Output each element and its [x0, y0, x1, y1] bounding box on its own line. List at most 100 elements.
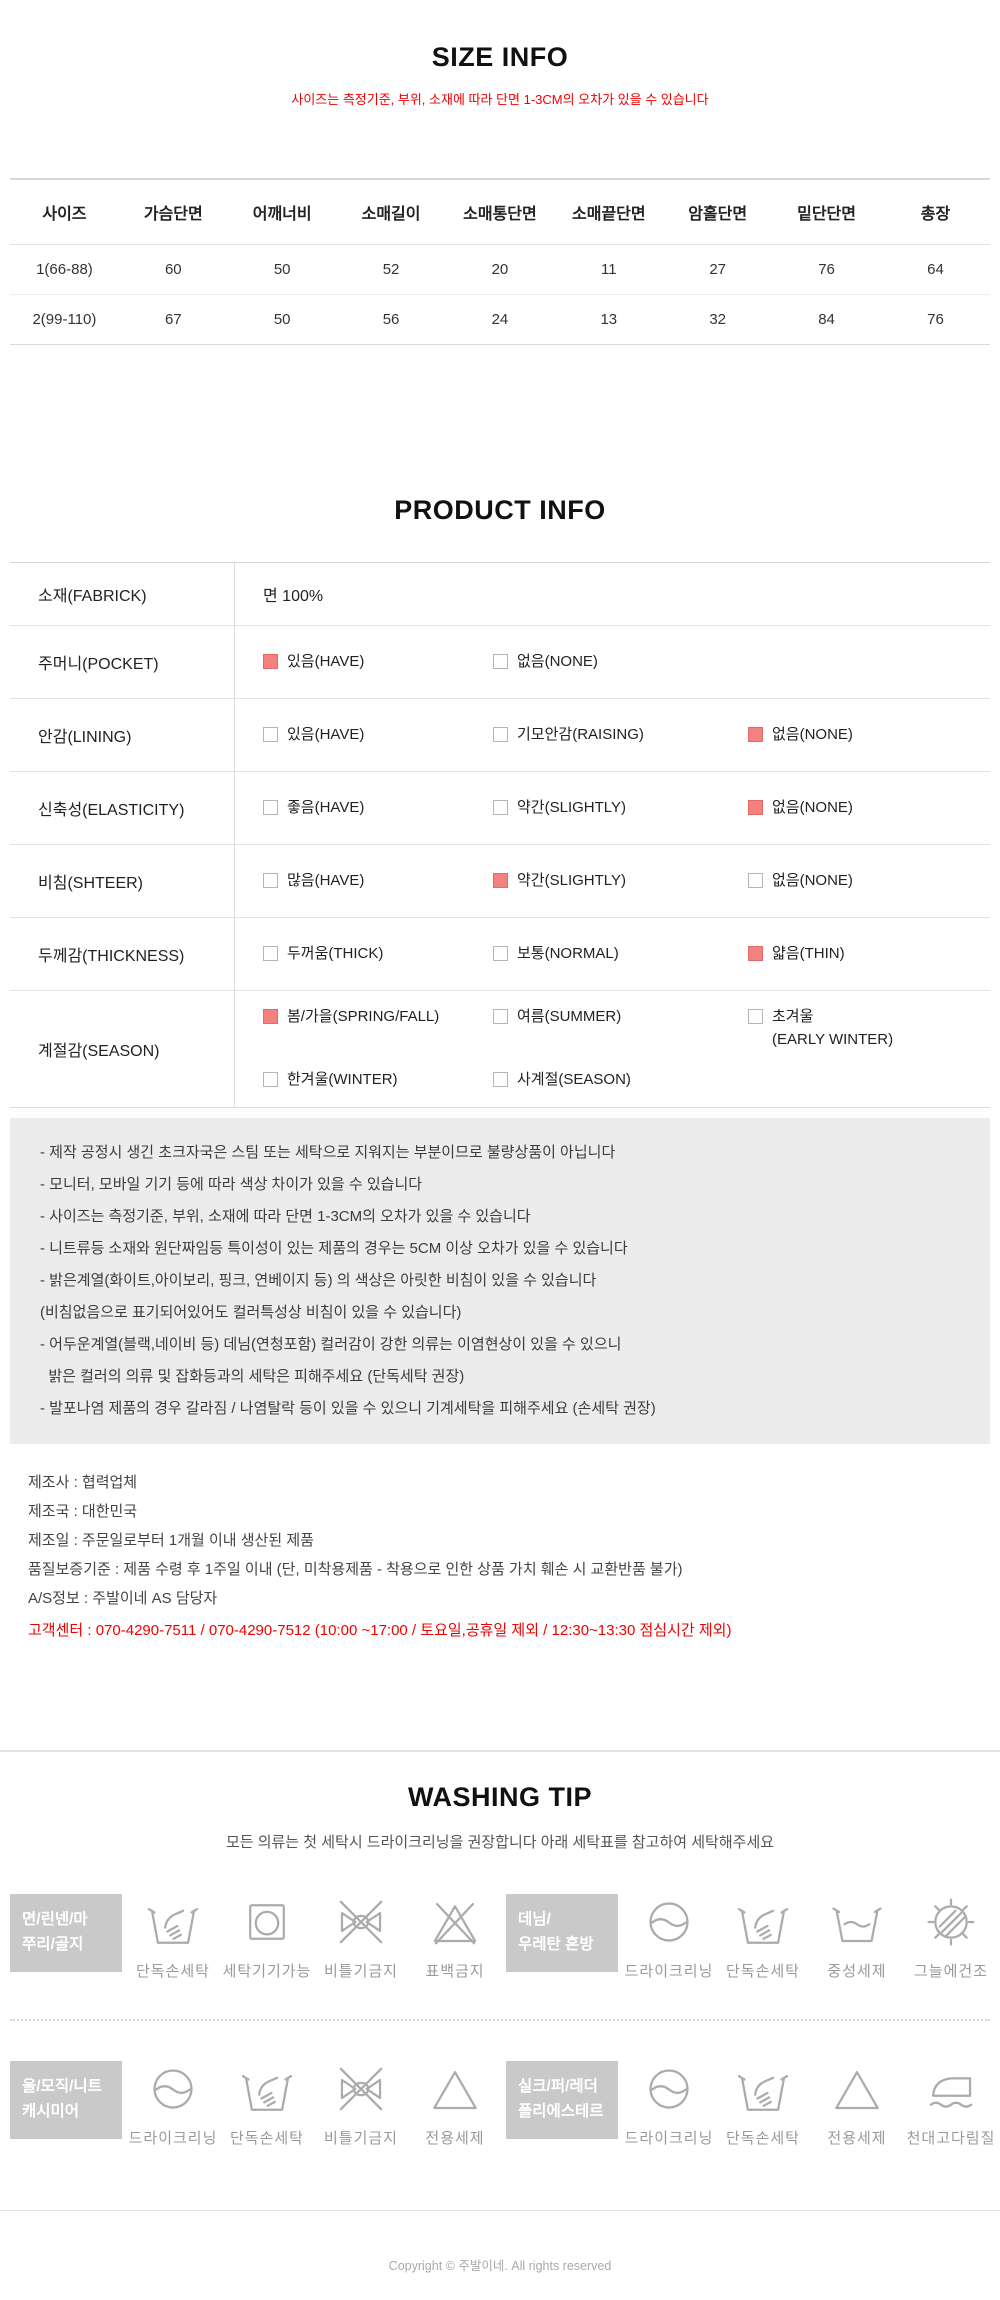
option-item: 얇음(THIN) — [748, 943, 845, 966]
checkbox-unchecked-icon — [493, 1009, 508, 1024]
washing-instruction: 단독손세탁 — [716, 2061, 810, 2148]
manufacturer-line: 제조국 : 대한민국 — [28, 1502, 138, 1520]
option-label: 여름(SUMMER) — [517, 1008, 622, 1025]
option-label: 초겨울 (EARLY WINTER) — [772, 1008, 894, 1048]
size-value-cell: 13 — [600, 311, 618, 328]
special-detergent-icon — [427, 2061, 483, 2122]
size-column-header: 소매길이 — [336, 179, 446, 245]
option-item: 여름(SUMMER) — [493, 1006, 748, 1029]
option-group: 많음(HAVE) 약간(SLIGHTLY) 없음(NONE) — [263, 855, 853, 908]
size-value-cell: 60 — [118, 244, 228, 295]
washing-instruction: 비틀기금지 — [314, 1894, 408, 1981]
option-group: 있음(HAVE) 기모안감(RAISING) 없음(NONE) — [263, 709, 853, 762]
washing-caption: 천대고다림질 — [906, 2129, 996, 2147]
notice-line: - 제작 공정시 생긴 초크자국은 스팀 또는 세탁으로 지워지는 부분이므로 … — [40, 1143, 616, 1161]
size-column-header: 소매끝단면 — [554, 179, 664, 245]
size-info-title: SIZE INFO — [431, 42, 569, 72]
product-info-row: 비침(SHTEER) 많음(HAVE) 약간(SLIGHTLY) 없음(NONE) — [10, 845, 990, 918]
product-attr-label: 소재(FABRICK) — [10, 563, 235, 625]
size-value-cell: 24 — [491, 311, 509, 328]
washing-instruction: 비틀기금지 — [314, 2061, 408, 2148]
checkbox-unchecked-icon — [493, 726, 508, 742]
checkbox-checked-icon — [263, 1009, 278, 1024]
neutral-detergent-icon — [829, 1894, 885, 1955]
washing-caption: 드라이크리닝 — [128, 2129, 218, 2147]
customer-center-line: 고객센터 : 070-4290-7511 / 070-4290-7512 (10… — [28, 1621, 732, 1639]
washing-instruction: 드라이크리닝 — [126, 2061, 220, 2148]
washing-instruction: 중성세제 — [810, 1894, 904, 1981]
size-info-section: SIZE INFO 사이즈는 측정기준, 부위, 소재에 따라 단면 1-3CM… — [0, 0, 1000, 345]
checkbox-unchecked-icon — [263, 799, 278, 815]
notice-line: (비침없음으로 표기되어있어도 컬러특성상 비침이 있을 수 있습니다) — [40, 1303, 462, 1321]
option-group: 좋음(HAVE) 약간(SLIGHTLY) 없음(NONE) — [263, 782, 853, 835]
option-label: 두꺼움(THICK) — [287, 944, 384, 962]
hand-wash-icon — [735, 1894, 791, 1955]
washing-tip-title: WASHING TIP — [407, 1781, 592, 1812]
size-column-header: 가슴단면 — [118, 179, 228, 245]
washing-caption: 세탁기기가능 — [222, 1962, 312, 1980]
option-label: 좋음(HAVE) — [287, 798, 365, 816]
option-group: 봄/가을(SPRING/FALL) 여름(SUMMER) 초겨울 (EARLY WI… — [263, 991, 893, 1107]
washing-row: 울/모직/니트 캐시미어 드라이크리닝 단독손세탁 비틀기금지 전용세제 실크/퍼/레더 … — [10, 2018, 994, 2148]
washing-group: 데님/ 우레탄 혼방 드라이크리닝 단독손세탁 중성세제 그늘에건조 — [506, 1893, 1000, 1981]
size-value-cell: 67 — [164, 311, 182, 328]
size-table: 사이즈 가슴단면 어깨너비 소매길이 소매통단면 소매끝단면 암홀단면 밑단단면 총장 1(66… — [10, 178, 990, 345]
option-label: 있음(HAVE) — [287, 725, 365, 743]
option-label: 없음(NONE) — [517, 652, 598, 670]
notice-box: - 제작 공정시 생긴 초크자국은 스팀 또는 세탁으로 지워지는 부분이므로 … — [10, 1117, 990, 1444]
option-item: 초겨울 (EARLY WINTER) — [748, 1006, 893, 1051]
checkbox-checked-icon — [263, 653, 278, 669]
option-item: 사계절(SEASON) — [493, 1069, 748, 1092]
option-group: 있음(HAVE) 없음(NONE) — [263, 636, 748, 689]
checkbox-unchecked-icon — [748, 1009, 763, 1024]
size-column-header: 암홀단면 — [663, 179, 773, 245]
no-bleach-icon — [427, 1894, 483, 1955]
size-value-cell: 64 — [881, 244, 990, 295]
product-attr-content: 봄/가을(SPRING/FALL) 여름(SUMMER) 초겨울 (EARLY WI… — [235, 991, 990, 1107]
checkbox-unchecked-icon — [493, 945, 508, 961]
product-info-section: PRODUCT INFO 소재(FABRICK) 면 100% 주머니(POCKET… — [0, 345, 1000, 1108]
manufacturer-line: 품질보증기준 : 제품 수령 후 1주일 이내 (단, 미착용제품 - 착용으로… — [28, 1560, 683, 1578]
shade-dry-icon — [923, 1894, 979, 1955]
option-label: 많음(HAVE) — [287, 871, 365, 889]
checkbox-checked-icon — [748, 799, 763, 815]
size-column-header: 밑단단면 — [772, 179, 881, 245]
washing-caption: 비틀기금지 — [323, 1962, 398, 1980]
washing-icon-list: 드라이크리닝 단독손세탁 중성세제 그늘에건조 — [618, 1894, 1000, 1981]
washing-tip-subtitle: 모든 의류는 첫 세탁시 드라이크리닝을 권장합니다 아래 세탁표를 참고하여 … — [225, 1833, 775, 1851]
size-value-cell: 11 — [554, 244, 664, 295]
product-attr-label: 두께감(THICKNESS) — [10, 918, 235, 990]
size-value-cell: 32 — [709, 311, 727, 328]
manufacturer-line: A/S정보 : 주발이네 AS 담당자 — [28, 1589, 218, 1607]
washing-instruction: 드라이크리닝 — [622, 1894, 716, 1981]
dry-clean-icon — [641, 2061, 697, 2122]
option-item: 있음(HAVE) — [263, 724, 493, 747]
option-item: 기모안감(RAISING) — [493, 724, 748, 747]
size-info-subtitle: 사이즈는 측정기준, 부위, 소재에 따라 단면 1-3CM의 오차가 있을 수… — [291, 92, 709, 107]
product-attr-content: 있음(HAVE) 없음(NONE) — [235, 626, 990, 698]
iron-cloth-icon — [923, 2061, 979, 2122]
washing-icon-list: 단독손세탁 세탁기기가능 비틀기금지 표백금지 — [122, 1894, 506, 1981]
notice-line: - 발포나염 제품의 경우 갈라짐 / 나염탈락 등이 있을 수 있으니 기계세… — [40, 1399, 656, 1417]
size-column-header: 어깨너비 — [227, 179, 337, 245]
checkbox-unchecked-icon — [493, 653, 508, 669]
option-item: 많음(HAVE) — [263, 870, 493, 893]
option-label: 약간(SLIGHTLY) — [517, 798, 627, 816]
option-label: 약간(SLIGHTLY) — [517, 871, 627, 889]
washing-icon-list: 드라이크리닝 단독손세탁 전용세제 천대고다림질 — [618, 2061, 1000, 2148]
no-wring-icon — [333, 1894, 389, 1955]
special-detergent-icon — [829, 2061, 885, 2122]
size-value-cell: 56 — [382, 311, 400, 328]
hand-wash-icon — [239, 2061, 295, 2122]
option-item: 없음(NONE) — [748, 870, 853, 893]
washing-group: 울/모직/니트 캐시미어 드라이크리닝 단독손세탁 비틀기금지 전용세제 — [10, 2060, 506, 2148]
checkbox-unchecked-icon — [493, 799, 508, 815]
product-info-title: PRODUCT INFO — [394, 495, 606, 525]
washing-instruction: 그늘에건조 — [904, 1894, 998, 1981]
no-wring-icon — [333, 2061, 389, 2122]
option-label: 한겨울(WINTER) — [287, 1071, 398, 1088]
notice-line: 밝은 컬러의 의류 및 잡화등과의 세탁은 피해주세요 (단독세탁 권장) — [40, 1367, 465, 1385]
product-attr-label: 안감(LINING) — [10, 699, 235, 771]
size-value-cell: 84 — [818, 311, 835, 328]
option-label: 얇음(THIN) — [772, 944, 845, 962]
